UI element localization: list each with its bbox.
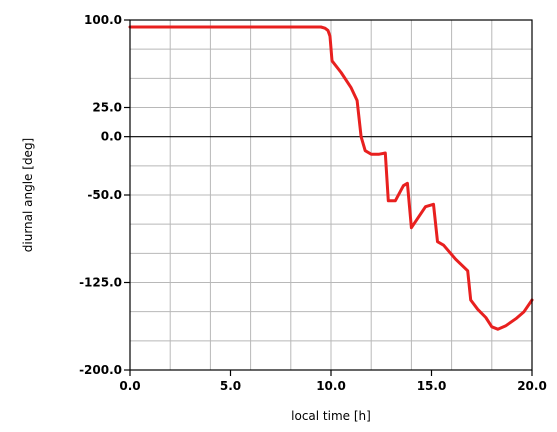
y-axis-ticks: 100.0 25.0 0.0 -50.0 -125.0 -200.0 [79,13,130,377]
y-axis-label: diurnal angle [deg] [21,138,35,252]
x-tick-label: 15.0 [417,379,447,393]
x-tick-label: 20.0 [517,379,547,393]
x-tick-label: 5.0 [220,379,241,393]
y-tick-label: -125.0 [79,276,122,290]
x-axis-ticks: 0.0 5.0 10.0 15.0 20.0 [119,370,547,393]
y-tick-label: 0.0 [101,130,122,144]
x-tick-label: 10.0 [316,379,346,393]
x-axis-label: local time [h] [291,409,371,423]
series-line [128,25,534,331]
y-tick-label: -50.0 [87,188,122,202]
y-tick-label: 100.0 [84,13,122,27]
series-layer [128,25,534,331]
x-tick-label: 0.0 [119,379,140,393]
y-tick-label: 25.0 [92,101,122,115]
y-tick-label: -200.0 [79,363,122,377]
